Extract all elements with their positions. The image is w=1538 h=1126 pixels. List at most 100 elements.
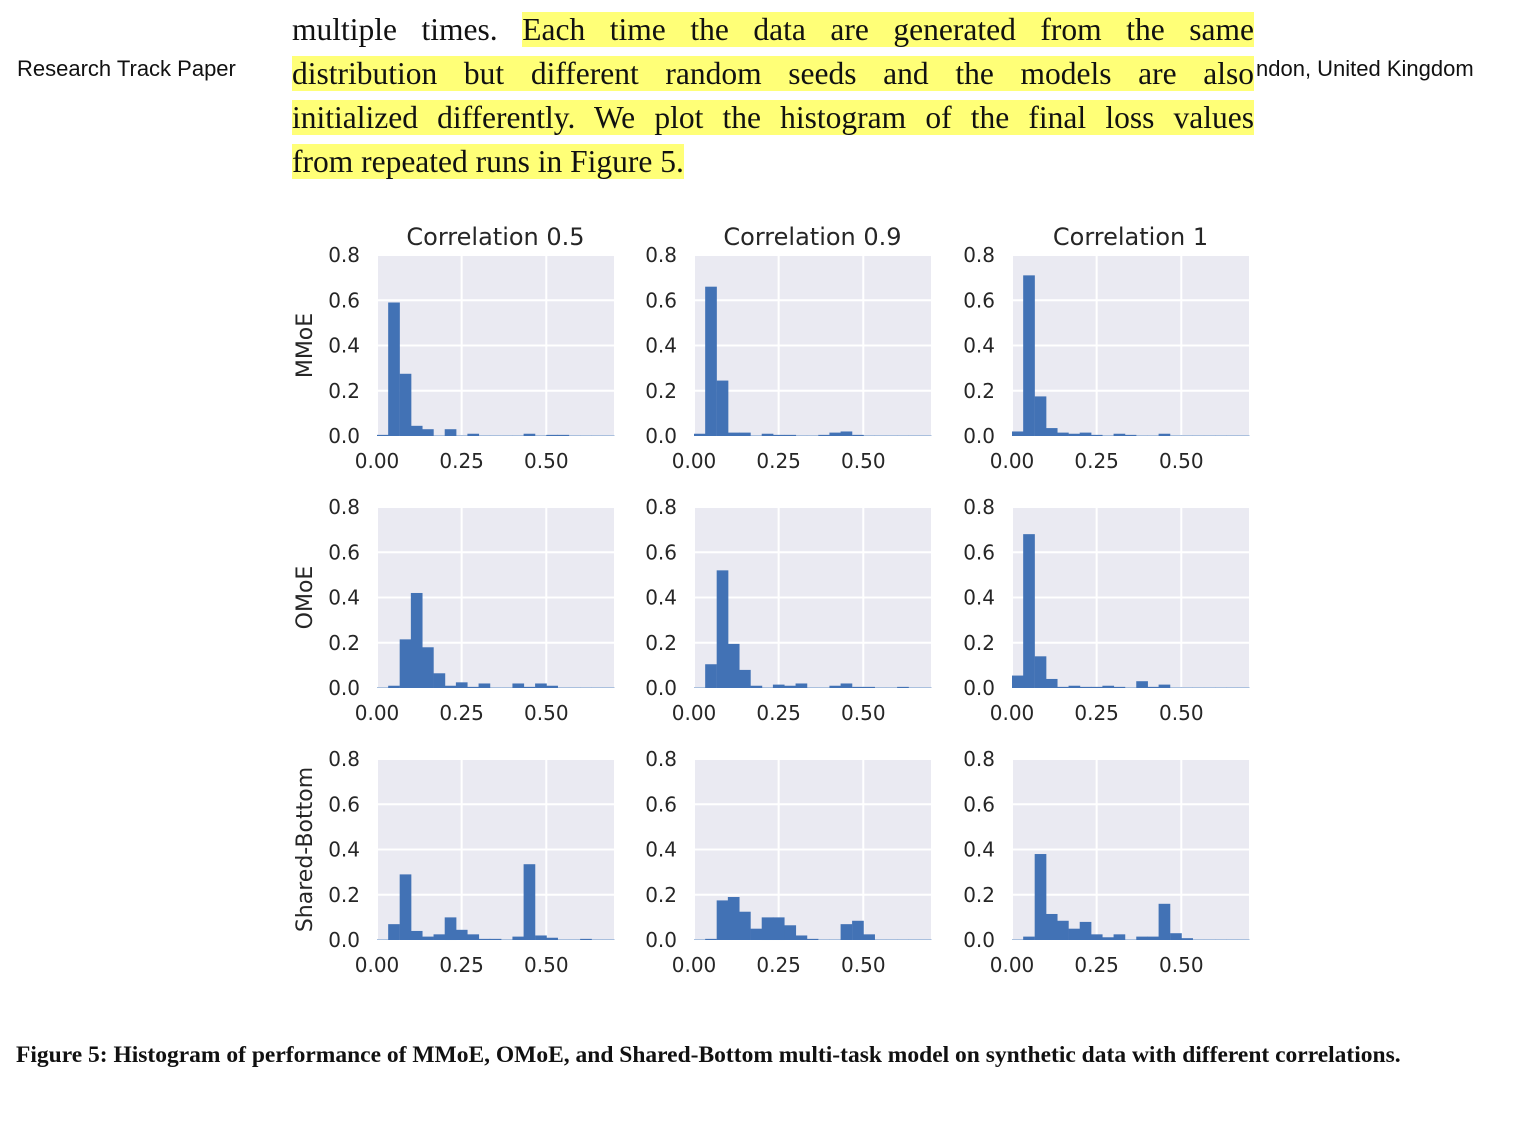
histogram-bar (772, 917, 785, 941)
x-tick-label: 0.00 (990, 449, 1035, 473)
x-tick-label: 0.25 (439, 449, 484, 473)
histogram-bar (455, 929, 468, 940)
histogram-bar (557, 434, 570, 436)
histogram-bar (705, 286, 717, 436)
y-tick-label: 0.4 (328, 838, 360, 862)
histogram-bar (1079, 686, 1092, 688)
histogram-bar (1136, 936, 1148, 940)
running-head-right: ndon, United Kingdom (1256, 56, 1474, 81)
x-tick-label: 0.50 (524, 701, 569, 725)
plain-text: multiple times. (292, 12, 523, 47)
histogram-bar (399, 874, 412, 940)
x-tick-label: 0.25 (1074, 953, 1119, 977)
histogram-bar (840, 924, 853, 940)
y-tick-label: 0.6 (328, 288, 360, 312)
histogram-bar (1147, 936, 1160, 940)
histogram-panel: 0.0 0.2 0.4 0.6 0.8 0.00 0.25 0.50 (963, 495, 1250, 725)
row-label: MMoE (293, 313, 318, 378)
histogram-bar (1034, 854, 1047, 940)
histogram-bar (840, 431, 853, 436)
histogram-bar (840, 683, 853, 688)
y-tick-label: 0.6 (963, 288, 995, 312)
histogram-bar (467, 686, 480, 688)
histogram-bar (535, 683, 547, 688)
y-tick-label: 0.4 (645, 586, 677, 610)
histogram-bar (512, 936, 525, 940)
histogram-bar (829, 432, 842, 436)
histogram-bar (388, 302, 400, 436)
histogram-bar (1102, 937, 1115, 940)
histogram-bar (863, 686, 875, 688)
x-tick-label: 0.00 (355, 953, 400, 977)
histogram-bar (399, 639, 412, 688)
histogram-bar (1136, 681, 1148, 688)
histogram-bar (1113, 686, 1126, 688)
histogram-bar (761, 917, 774, 941)
y-tick-label: 0.0 (963, 928, 995, 952)
x-tick-label: 0.50 (841, 701, 886, 725)
histogram-bar (1057, 686, 1069, 688)
histogram-bar (1113, 433, 1126, 436)
histogram-bar (1057, 920, 1069, 940)
histogram-bar (784, 925, 797, 940)
histogram-bar (863, 934, 875, 940)
histogram-panel: 0.0 0.2 0.4 0.6 0.8 0.00 0.25 0.50 (645, 495, 932, 725)
y-tick-label: 0.6 (645, 540, 677, 564)
y-tick-label: 0.8 (328, 495, 360, 519)
y-tick-label: 0.2 (963, 631, 995, 655)
y-tick-label: 0.2 (963, 379, 995, 403)
histogram-bar (1045, 913, 1058, 940)
histogram-bar (739, 669, 751, 688)
histogram-bar (422, 936, 434, 940)
body-line: distribution but different random seeds … (292, 52, 1254, 96)
y-tick-label: 0.0 (328, 676, 360, 700)
histogram-bar (410, 930, 423, 940)
histogram-bar (444, 917, 457, 941)
histogram-bar (1045, 678, 1058, 688)
figure-caption: Figure 5: Histogram of performance of MM… (16, 1042, 1401, 1068)
histogram-bar (1170, 933, 1182, 940)
histogram-bar (1090, 686, 1103, 688)
histogram-bar (377, 434, 389, 436)
x-tick-label: 0.25 (439, 701, 484, 725)
body-line: from repeated runs in Figure 5. (292, 140, 1254, 184)
y-tick-label: 0.2 (645, 631, 677, 655)
histogram-bar (1147, 686, 1160, 688)
x-tick-label: 0.00 (672, 449, 717, 473)
histogram-bar (750, 685, 763, 688)
x-tick-label: 0.50 (524, 953, 569, 977)
histogram-bar (422, 429, 434, 436)
histogram-bar (1012, 431, 1024, 436)
histogram-bar (784, 685, 797, 688)
histogram-bar (1034, 656, 1047, 688)
x-tick-label: 0.25 (439, 953, 484, 977)
histogram-bar (433, 673, 446, 688)
histogram-panel: 0.0 0.2 0.4 0.6 0.8 0.00 0.25 0.50 OMoE (293, 495, 615, 725)
y-tick-label: 0.8 (963, 495, 995, 519)
histogram-bar (433, 934, 446, 940)
x-tick-label: 0.25 (756, 449, 801, 473)
histogram-bar (512, 683, 525, 688)
y-tick-label: 0.2 (328, 631, 360, 655)
histogram-bar (1012, 675, 1024, 688)
y-tick-label: 0.2 (328, 379, 360, 403)
histogram-bar (410, 425, 423, 436)
y-tick-label: 0.0 (645, 424, 677, 448)
y-tick-label: 0.0 (963, 424, 995, 448)
y-tick-label: 0.4 (963, 586, 995, 610)
y-tick-label: 0.4 (328, 334, 360, 358)
x-tick-label: 0.25 (756, 701, 801, 725)
histogram-bar (523, 686, 536, 688)
body-line: multiple times. Each time the data are g… (292, 8, 1254, 52)
y-tick-label: 0.2 (645, 379, 677, 403)
histogram-bar (467, 934, 480, 940)
histogram-bar (829, 685, 842, 688)
histogram-bar (694, 433, 706, 436)
histogram-bar (772, 684, 785, 688)
histogram-bar (410, 592, 423, 688)
histogram-bar (478, 683, 491, 688)
histogram-bar (1057, 432, 1069, 436)
column-title: Correlation 0.9 (723, 223, 901, 251)
histogram-bar (399, 373, 412, 436)
histogram-bar (1023, 275, 1035, 436)
